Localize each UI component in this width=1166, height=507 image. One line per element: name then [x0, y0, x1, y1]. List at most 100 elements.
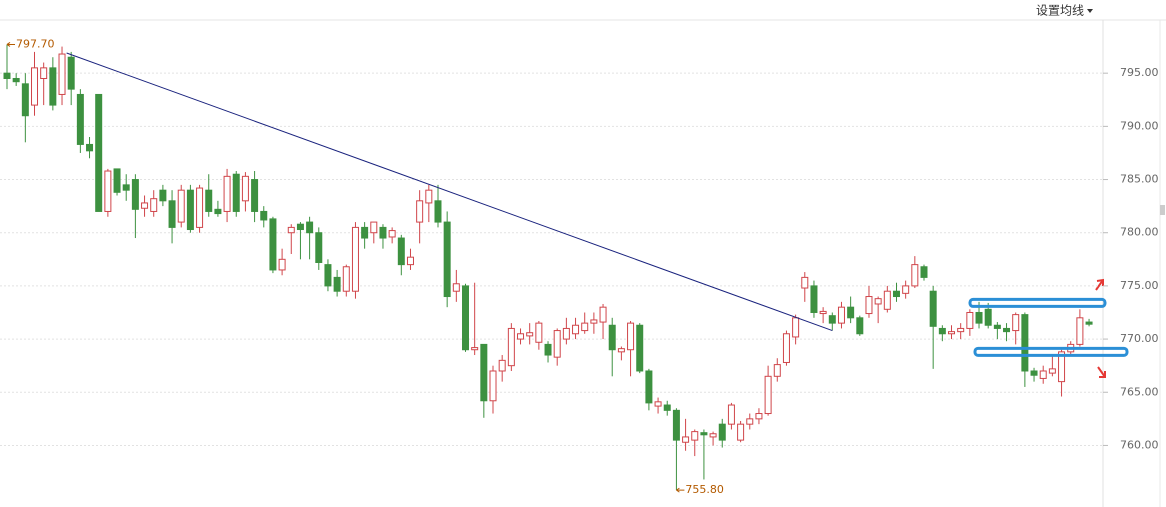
candle-body [535, 322, 543, 343]
candle-body [938, 327, 946, 335]
candle-body [260, 210, 268, 221]
level-box [968, 297, 1107, 308]
candle-body [251, 179, 259, 212]
candle-body [590, 319, 598, 324]
candle-body [920, 266, 928, 278]
candle-body [645, 370, 653, 404]
arrow-up [1095, 278, 1104, 291]
candle-body [241, 175, 249, 202]
candle-body [1039, 370, 1047, 379]
candle-body [186, 189, 194, 231]
candle-body [324, 264, 332, 287]
candle-body [599, 306, 607, 323]
candle-body [517, 333, 525, 340]
ma-settings-menu[interactable]: 设置均线 [1036, 4, 1084, 18]
candle-body [737, 423, 745, 441]
level-box [973, 346, 1129, 357]
candle-body [746, 418, 754, 425]
candle-body [296, 223, 304, 231]
y-tick-label: 780.00 [1120, 226, 1159, 239]
candle-body [892, 290, 900, 298]
candle-body [40, 67, 48, 79]
candle-body [379, 226, 387, 239]
candle-body [865, 296, 873, 315]
candle-body [58, 53, 66, 95]
candle-body [351, 226, 359, 292]
candle-body [608, 324, 616, 351]
candle-body [269, 218, 277, 271]
candle-body [388, 230, 396, 238]
candle-body [773, 364, 781, 377]
candle-body [984, 308, 992, 326]
candle-body [150, 198, 158, 212]
candle-body [471, 347, 479, 351]
candle-body [1021, 314, 1029, 372]
candle-body [49, 67, 57, 106]
candle-body [544, 343, 552, 356]
candle-body [1012, 314, 1020, 332]
candle-body [553, 330, 561, 358]
candle-body [1003, 327, 1011, 333]
candle-body [562, 327, 570, 340]
candle-body [1030, 370, 1038, 376]
candle-body [948, 331, 956, 335]
menu-caret[interactable] [1087, 9, 1093, 13]
candle-body [975, 311, 983, 324]
y-tick-label: 765.00 [1120, 385, 1159, 398]
candle-body [837, 306, 845, 324]
candle-body [223, 175, 231, 212]
min-arrow [676, 487, 685, 493]
candle-body [507, 327, 515, 367]
y-tick-label: 795.00 [1120, 66, 1159, 79]
candle-body [104, 170, 112, 212]
candle-body [370, 221, 378, 234]
candle-body [95, 93, 103, 212]
candle-body [700, 432, 708, 436]
candle-body [452, 283, 460, 292]
candle-body [31, 67, 39, 106]
candle-body [617, 348, 625, 353]
candle-body [168, 200, 176, 228]
candle-body [828, 315, 836, 324]
candle-body [572, 324, 580, 335]
candle-body [443, 221, 451, 298]
candle-body [691, 431, 699, 441]
candle-body [682, 436, 690, 443]
candle-body [709, 433, 717, 438]
candle-body [177, 189, 185, 223]
candle-body [306, 221, 314, 234]
candle-body [636, 324, 644, 372]
candle-body [672, 409, 680, 441]
trendline [66, 52, 833, 332]
candle-body [76, 93, 84, 145]
candle-body [205, 189, 213, 212]
candle-body [342, 266, 350, 292]
candle-body [819, 310, 827, 315]
candle-body [1058, 351, 1066, 383]
candle-body [122, 184, 130, 191]
candle-body [654, 401, 662, 407]
candle-body [434, 200, 442, 223]
candle-body [361, 226, 369, 239]
arrow-down [1097, 366, 1106, 378]
candle-body [278, 258, 286, 271]
candle-body [287, 226, 295, 234]
candle-body [718, 423, 726, 441]
y-tick-label: 770.00 [1120, 332, 1159, 345]
candle-body [847, 306, 855, 319]
candle-body [196, 187, 204, 228]
candle-body [113, 168, 121, 193]
max-label: 797.70 [16, 37, 55, 50]
max-arrow [6, 42, 15, 47]
candle-body [141, 202, 149, 209]
candle-body [810, 285, 818, 313]
candle-body [425, 189, 433, 204]
candle-body [911, 264, 919, 287]
y-tick-label: 760.00 [1120, 438, 1159, 451]
candle-body [315, 232, 323, 264]
resize-handle[interactable] [1160, 205, 1165, 215]
candle-body [1048, 368, 1056, 374]
min-label: 755.80 [685, 483, 724, 496]
